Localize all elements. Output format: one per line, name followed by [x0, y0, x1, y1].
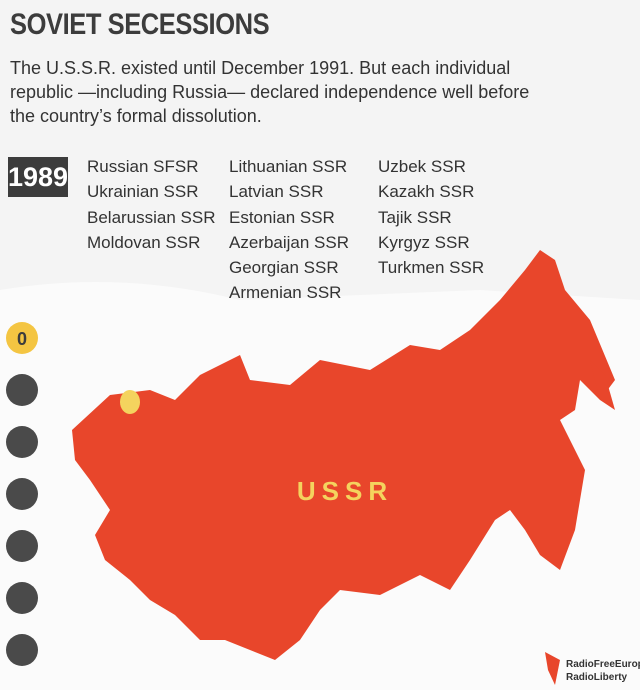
republic-name: Uzbek SSR [378, 157, 466, 176]
timeline: 0 [6, 322, 38, 666]
republic-name: Tajik SSR [378, 207, 452, 227]
timeline-dot[interactable] [6, 374, 38, 406]
republic-name: Kazakh SSR [378, 182, 475, 202]
republic-name: Ukrainian SSR [87, 182, 199, 202]
republic-name: Kyrgyz SSR [378, 232, 470, 252]
republic-name: Georgian SSR [229, 258, 339, 278]
republic-name: Moldovan SSR [87, 232, 201, 252]
timeline-dot-current[interactable] [6, 322, 38, 354]
republic-name: Azerbaijan SSR [229, 232, 350, 252]
republic-name: Belarussian SSR [87, 207, 216, 227]
logo-icon [545, 652, 560, 685]
republic-name: Armenian SSR [229, 283, 342, 303]
title: SOVIET SECESSIONS [10, 8, 270, 41]
year-badge: 1989 [8, 157, 68, 197]
republic-name: Lithuanian SSR [229, 157, 348, 176]
description: The U.S.S.R. existed until December 1991… [10, 58, 530, 126]
republic-name: Russian SFSR [87, 157, 199, 176]
logo-line2: RadioLiberty [566, 672, 628, 683]
ussr-territory [72, 250, 615, 660]
republic-name: Latvian SSR [229, 182, 324, 202]
republic-column: Russian SFSR Ukrainian SSR Belarussian SSR… [87, 154, 216, 255]
republic-column: Lithuanian SSR Latvian SSR Estonian SSR Aze… [229, 154, 349, 306]
timeline-dot[interactable] [6, 582, 38, 614]
republic-name: Estonian SSR [229, 207, 335, 227]
timeline-current-label: 0 [17, 329, 27, 349]
peninsula [590, 360, 615, 410]
timeline-dot[interactable] [6, 634, 38, 666]
republic-name: Turkmen SSR [378, 258, 485, 278]
republic-column: Uzbek SSR Kazakh SSR Tajik SSR Kyrgyz SSR Tu… [378, 154, 484, 280]
timeline-dot[interactable] [6, 530, 38, 562]
timeline-dot[interactable] [6, 426, 38, 458]
logo-line1: RadioFreeEurope [566, 659, 640, 670]
timeline-dot[interactable] [6, 478, 38, 510]
map-label: USSR [297, 476, 393, 506]
lithuania-highlight [120, 390, 140, 414]
